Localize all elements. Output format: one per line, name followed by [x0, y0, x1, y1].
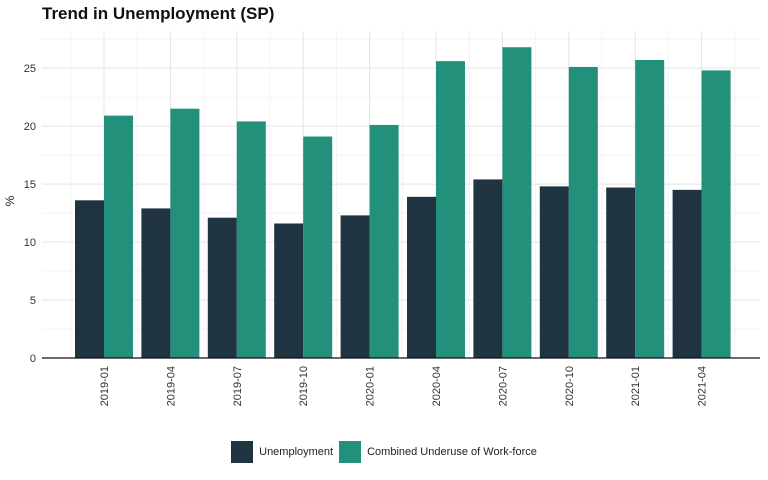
bar-combined-underuse [701, 70, 731, 358]
y-tick-label: 10 [24, 237, 36, 249]
bar-unemployment [340, 215, 370, 358]
x-tick-label: 2021-01 [630, 366, 642, 406]
bar-combined-underuse [369, 124, 399, 358]
x-tick-label: 2020-10 [564, 366, 576, 406]
x-tick-label: 2021-04 [697, 366, 709, 406]
bar-unemployment [75, 200, 104, 358]
bar-unemployment [606, 187, 636, 358]
bar-combined-underuse [170, 108, 200, 358]
chart-title: Trend in Unemployment (SP) [42, 4, 275, 23]
legend-item-combined-underuse: Combined Underuse of Work-force [339, 441, 537, 463]
bar-unemployment [141, 208, 171, 358]
legend-swatch-combined-underuse [339, 441, 362, 463]
bar-unemployment [274, 223, 304, 358]
x-tick-label: 2020-01 [365, 366, 377, 406]
legend-item-unemployment: Unemployment [231, 441, 333, 463]
y-tick-label: 25 [24, 63, 36, 75]
legend-label-unemployment: Unemployment [259, 446, 334, 458]
legend-label-combined-underuse: Combined Underuse of Work-force [367, 446, 537, 458]
x-tick-label: 2019-01 [99, 366, 111, 406]
x-tick-label: 2020-04 [431, 366, 443, 406]
y-tick-label: 5 [30, 295, 36, 307]
bar-combined-underuse [303, 136, 333, 358]
axes: 0 5 10 15 20 25 2019-01 2019-04 2019-07 2019-10 20… [24, 63, 760, 406]
x-tick-label: 2019-10 [298, 366, 310, 406]
y-tick-label: 20 [24, 121, 36, 133]
bar-unemployment [407, 196, 436, 358]
bar-combined-underuse [635, 59, 665, 359]
x-tick-label: 2019-07 [232, 366, 244, 406]
bar-unemployment [473, 179, 503, 358]
bar-combined-underuse [236, 121, 266, 358]
bar-combined-underuse [104, 115, 133, 359]
y-axis-label: % [3, 195, 17, 206]
y-tick-label: 15 [24, 179, 36, 191]
bar-combined-underuse [436, 61, 465, 359]
bar-combined-underuse [568, 66, 598, 358]
bars [75, 47, 731, 359]
legend-swatch-unemployment [231, 441, 254, 463]
bar-unemployment [207, 217, 237, 358]
bar-chart: 0 5 10 15 20 25 2019-01 2019-04 2019-07 2019-10 20… [3, 31, 760, 406]
bar-unemployment [539, 186, 569, 358]
x-tick-label: 2019-04 [165, 366, 177, 406]
bar-unemployment [672, 189, 702, 358]
legend: Unemployment Combined Underuse of Work-f… [0, 441, 768, 463]
y-tick-label: 0 [30, 353, 36, 365]
bar-combined-underuse [502, 47, 532, 359]
x-tick-label: 2020-07 [497, 366, 509, 406]
